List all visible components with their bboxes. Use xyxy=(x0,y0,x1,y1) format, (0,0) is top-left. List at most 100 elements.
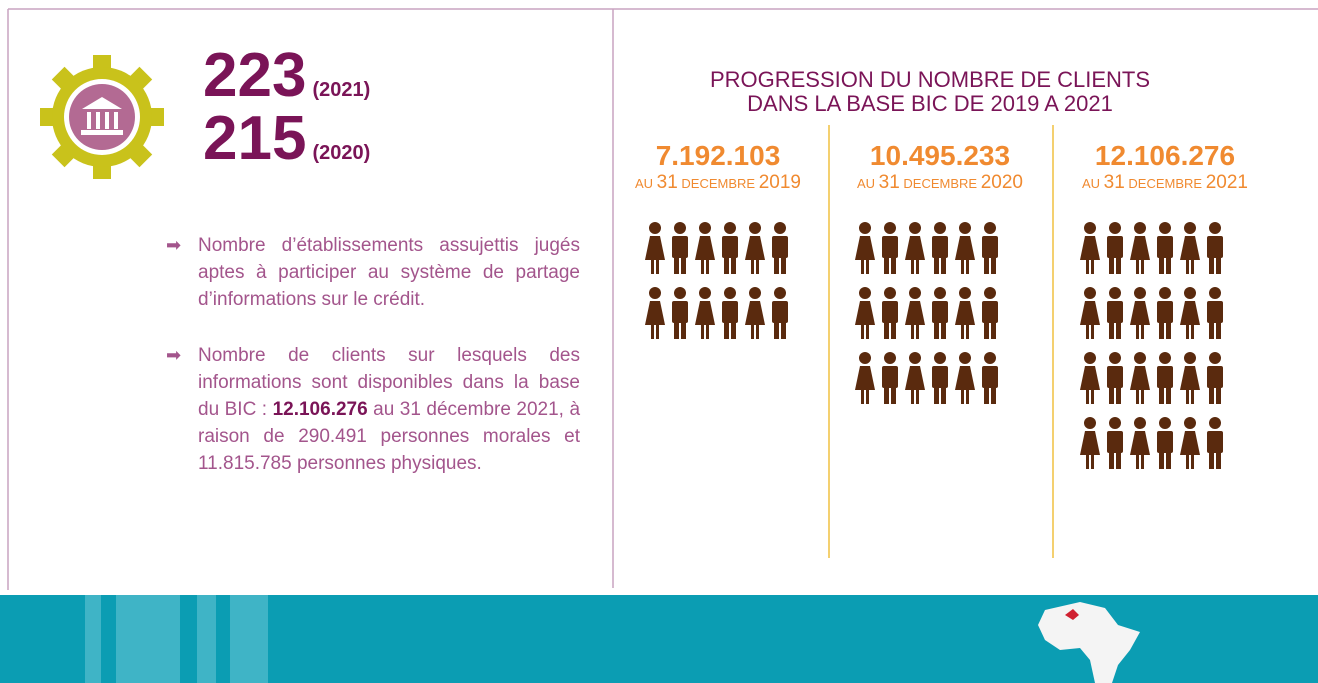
torso xyxy=(1107,431,1123,453)
leg xyxy=(774,256,779,274)
leg xyxy=(1159,451,1164,469)
gear-center xyxy=(69,84,135,150)
head xyxy=(909,287,921,299)
woman-icon xyxy=(1080,352,1100,404)
stripe xyxy=(197,595,216,683)
leg xyxy=(934,256,939,274)
dress xyxy=(855,366,875,390)
woman-icon xyxy=(1130,222,1150,274)
leg xyxy=(1141,455,1144,469)
head xyxy=(1159,352,1171,364)
dress xyxy=(695,236,715,260)
dress xyxy=(905,301,925,325)
man-icon xyxy=(1157,417,1173,469)
leg xyxy=(916,325,919,339)
leg xyxy=(991,386,996,404)
woman-icon xyxy=(1180,222,1200,274)
leg xyxy=(656,325,659,339)
bullet-arrow: ➡ xyxy=(166,235,182,255)
torso xyxy=(772,236,788,258)
dress xyxy=(1080,366,1100,390)
head xyxy=(1159,417,1171,429)
man-icon xyxy=(932,222,948,274)
head xyxy=(724,287,736,299)
leg xyxy=(781,321,786,339)
leg xyxy=(1159,256,1164,274)
bullet-text: Nombre de clients sur lesquels des infor… xyxy=(198,345,580,420)
head xyxy=(934,287,946,299)
woman-icon xyxy=(1180,417,1200,469)
leg xyxy=(866,325,869,339)
woman-icon xyxy=(1180,287,1200,339)
leg xyxy=(1116,386,1121,404)
date-part: AU xyxy=(856,176,876,191)
bullet-arrow: ➡ xyxy=(166,345,182,365)
head xyxy=(1084,417,1096,429)
leg xyxy=(961,390,964,404)
bullet-highlight: 12.106.276 xyxy=(272,399,368,420)
leg xyxy=(1186,390,1189,404)
client-count: 7.192.103 xyxy=(655,140,781,171)
head xyxy=(984,222,996,234)
leg xyxy=(1209,386,1214,404)
gear-icon xyxy=(40,55,164,179)
leg xyxy=(756,325,759,339)
date-part: DECEMBRE xyxy=(1128,176,1203,191)
bullet-text: Nombre d’établissements assujettis jugés… xyxy=(198,235,580,310)
leg xyxy=(1086,455,1089,469)
leg xyxy=(724,256,729,274)
woman-icon xyxy=(855,352,875,404)
date-part: 2020 xyxy=(980,172,1024,193)
leg xyxy=(866,260,869,274)
head xyxy=(934,352,946,364)
man-icon xyxy=(672,222,688,274)
dress xyxy=(905,236,925,260)
leg xyxy=(861,260,864,274)
woman-icon xyxy=(745,222,765,274)
leg xyxy=(1141,260,1144,274)
torso xyxy=(722,301,738,323)
torso xyxy=(932,236,948,258)
man-icon xyxy=(982,287,998,339)
head xyxy=(1134,222,1146,234)
man-icon xyxy=(722,287,738,339)
torso xyxy=(982,301,998,323)
man-icon xyxy=(772,222,788,274)
man-icon xyxy=(672,287,688,339)
dress xyxy=(855,301,875,325)
leg xyxy=(984,256,989,274)
client-date: AU 31 DECEMBRE 2021 xyxy=(1055,172,1275,194)
leg xyxy=(1109,256,1114,274)
leg xyxy=(1216,386,1221,404)
head xyxy=(909,352,921,364)
leg xyxy=(1086,390,1089,404)
woman-icon xyxy=(955,222,975,274)
woman-icon xyxy=(695,222,715,274)
leg xyxy=(1136,325,1139,339)
head xyxy=(984,287,996,299)
leg xyxy=(1216,256,1221,274)
head xyxy=(699,222,711,234)
man-icon xyxy=(1107,287,1123,339)
leg xyxy=(891,386,896,404)
bank-column xyxy=(105,112,109,129)
leg xyxy=(1109,451,1114,469)
leg xyxy=(674,321,679,339)
head xyxy=(649,287,661,299)
leg xyxy=(966,390,969,404)
figure-value: 223 xyxy=(203,41,307,110)
dress xyxy=(955,236,975,260)
leg xyxy=(1116,321,1121,339)
leg xyxy=(884,386,889,404)
torso xyxy=(772,301,788,323)
head xyxy=(1209,417,1221,429)
leg xyxy=(1166,321,1171,339)
leg xyxy=(1159,386,1164,404)
head xyxy=(1134,352,1146,364)
leg xyxy=(891,321,896,339)
leg xyxy=(1116,256,1121,274)
dress xyxy=(1180,301,1200,325)
dress xyxy=(855,236,875,260)
head xyxy=(1084,352,1096,364)
